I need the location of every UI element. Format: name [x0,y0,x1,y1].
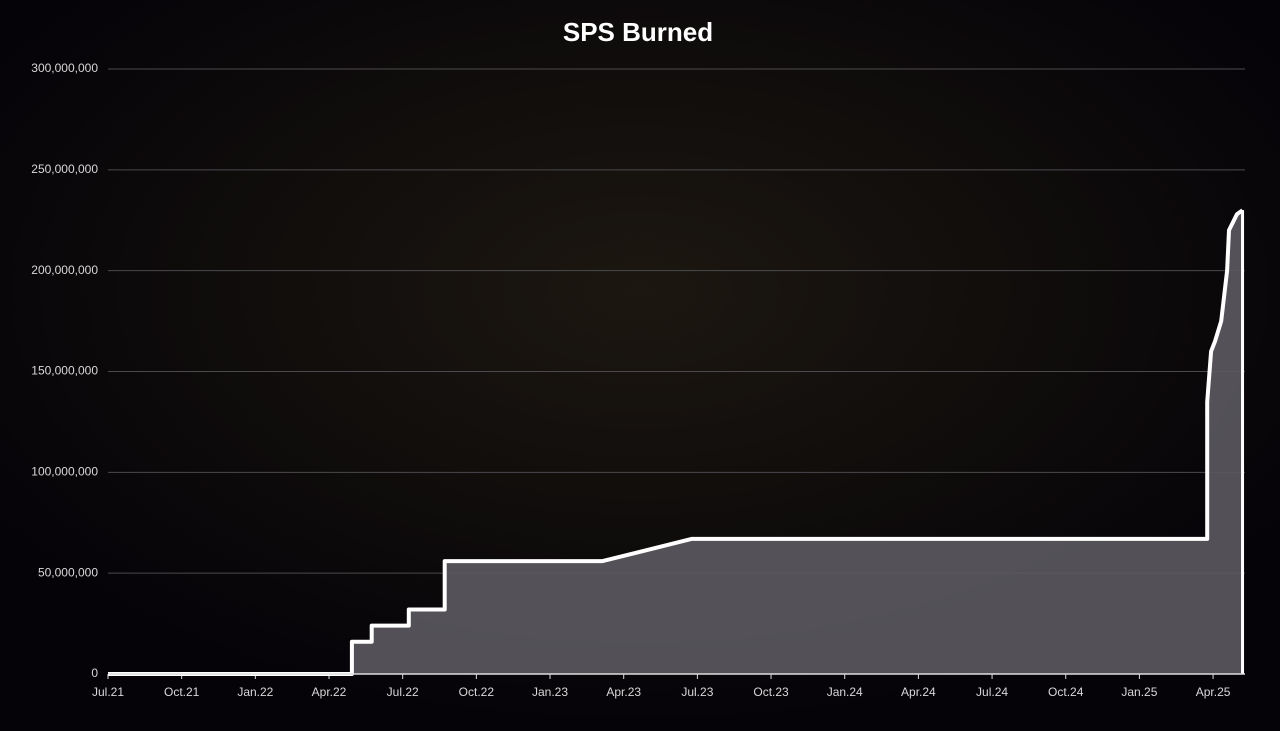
x-tick-label: Apr.22 [312,685,347,699]
area [108,210,1243,674]
line [108,208,1244,676]
x-tick-label: Oct.23 [753,685,789,699]
x-tick-label: Oct.21 [164,685,200,699]
x-tick-label: Apr.25 [1196,685,1231,699]
x-tick-label: Jan.23 [532,685,568,699]
x-tick-label: Jan.22 [237,685,273,699]
x-tick-label: Jan.24 [827,685,863,699]
x-tick-label: Jul.22 [387,685,419,699]
y-tick-label: 0 [91,666,98,680]
y-tick-label: 100,000,000 [31,465,98,479]
y-tick-label: 300,000,000 [31,61,98,75]
x-tick-label: Jul.21 [92,685,124,699]
y-tick-label: 50,000,000 [38,565,98,579]
chart-title: SPS Burned [563,17,713,47]
x-tick-label: Jan.25 [1121,685,1157,699]
x-tick-label: Oct.22 [459,685,495,699]
x-tick-label: Apr.24 [901,685,936,699]
y-tick-label: 150,000,000 [31,364,98,378]
x-tick-label: Apr.23 [606,685,641,699]
x-tick-label: Oct.24 [1048,685,1084,699]
x-tick-label: Jul.24 [976,685,1008,699]
y-tick-label: 250,000,000 [31,162,98,176]
y-tick-label: 200,000,000 [31,263,98,277]
x-tick-label: Jul.23 [681,685,713,699]
